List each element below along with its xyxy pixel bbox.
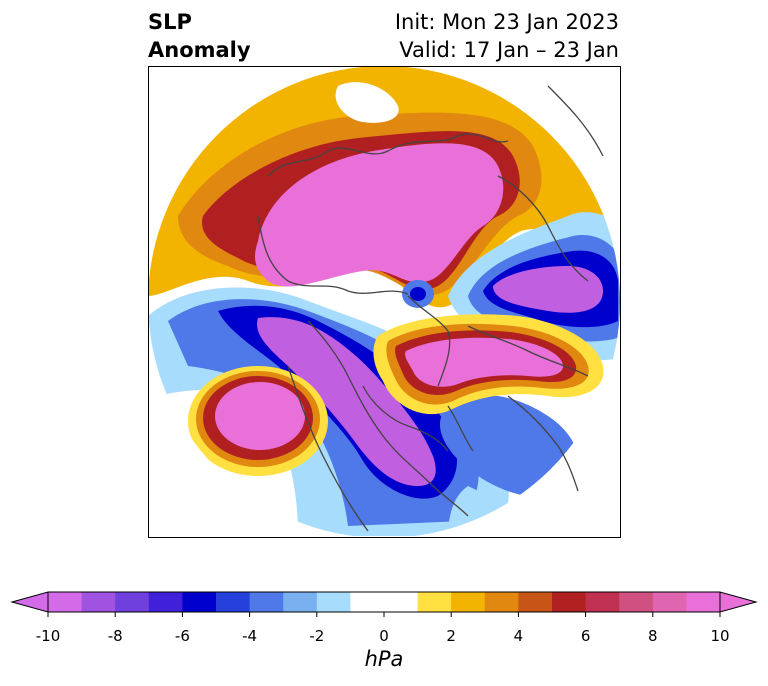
colorbar-segment — [384, 592, 419, 612]
low-band-core — [257, 317, 436, 486]
colorbar-segment — [417, 592, 452, 612]
colorbar-extend-max — [719, 591, 758, 613]
colorbar-tick-label: 10 — [710, 627, 730, 645]
colorbar-ticks — [47, 612, 721, 617]
colorbar-segment — [316, 592, 351, 612]
colorbar-segment — [619, 592, 654, 612]
colorbar-extend-min — [10, 591, 49, 613]
colorbar-segment — [518, 592, 553, 612]
high-atlantic-core — [405, 337, 563, 387]
colorbar-segment — [148, 592, 183, 612]
colorbar-segment — [249, 592, 284, 612]
colorbar-segment — [48, 592, 83, 612]
coastlines — [257, 85, 604, 532]
low-atlantic-small — [491, 457, 535, 485]
colorbar-tick-label: -6 — [174, 627, 190, 645]
colorbar-tick-label: 8 — [648, 627, 658, 645]
colorbar-segment — [182, 592, 217, 612]
colorbar-segment — [283, 592, 318, 612]
colorbar-segment — [585, 592, 620, 612]
colorbar-segment — [216, 592, 251, 612]
low-right-core — [493, 266, 603, 313]
high-europe-small — [335, 82, 399, 123]
colorbar-segment — [451, 592, 486, 612]
colorbar-tick-label: 0 — [379, 627, 389, 645]
colorbar-segment — [652, 592, 687, 612]
anomaly-field — [148, 66, 620, 538]
colorbar-tick-label: -4 — [242, 627, 258, 645]
colorbar — [10, 591, 758, 617]
colorbar-tick-label: -8 — [107, 627, 123, 645]
high-anomaly-core — [255, 143, 504, 287]
map-title: SLP Anomaly — [148, 10, 251, 62]
date-info: Init: Mon 23 Jan 2023 Valid: 17 Jan – 23… — [395, 8, 619, 64]
colorbar-segment — [686, 592, 721, 612]
colorbar-segment — [350, 592, 385, 612]
init-date: Init: Mon 23 Jan 2023 — [394, 10, 619, 34]
colorbar-tick-label: -10 — [35, 627, 61, 645]
colorbar-segment — [115, 592, 150, 612]
colorbar-tick-label: 2 — [446, 627, 456, 645]
units-label: hPa — [364, 647, 404, 671]
colorbar-tick-label: 4 — [513, 627, 524, 645]
colorbar-segment — [484, 592, 519, 612]
colorbar-tick-label: -2 — [309, 627, 325, 645]
polar-low-core — [410, 287, 426, 301]
colorbar-segments — [48, 592, 721, 612]
colorbar-segment — [552, 592, 587, 612]
high-pacific-core — [215, 382, 305, 450]
valid-range: Valid: 17 Jan – 23 Jan — [399, 38, 619, 62]
colorbar-tick-label: 6 — [580, 627, 591, 645]
low-atlantic — [439, 395, 579, 497]
map-frame — [148, 66, 621, 538]
colorbar-segment — [81, 592, 116, 612]
slp-anomaly-map — [148, 66, 621, 538]
